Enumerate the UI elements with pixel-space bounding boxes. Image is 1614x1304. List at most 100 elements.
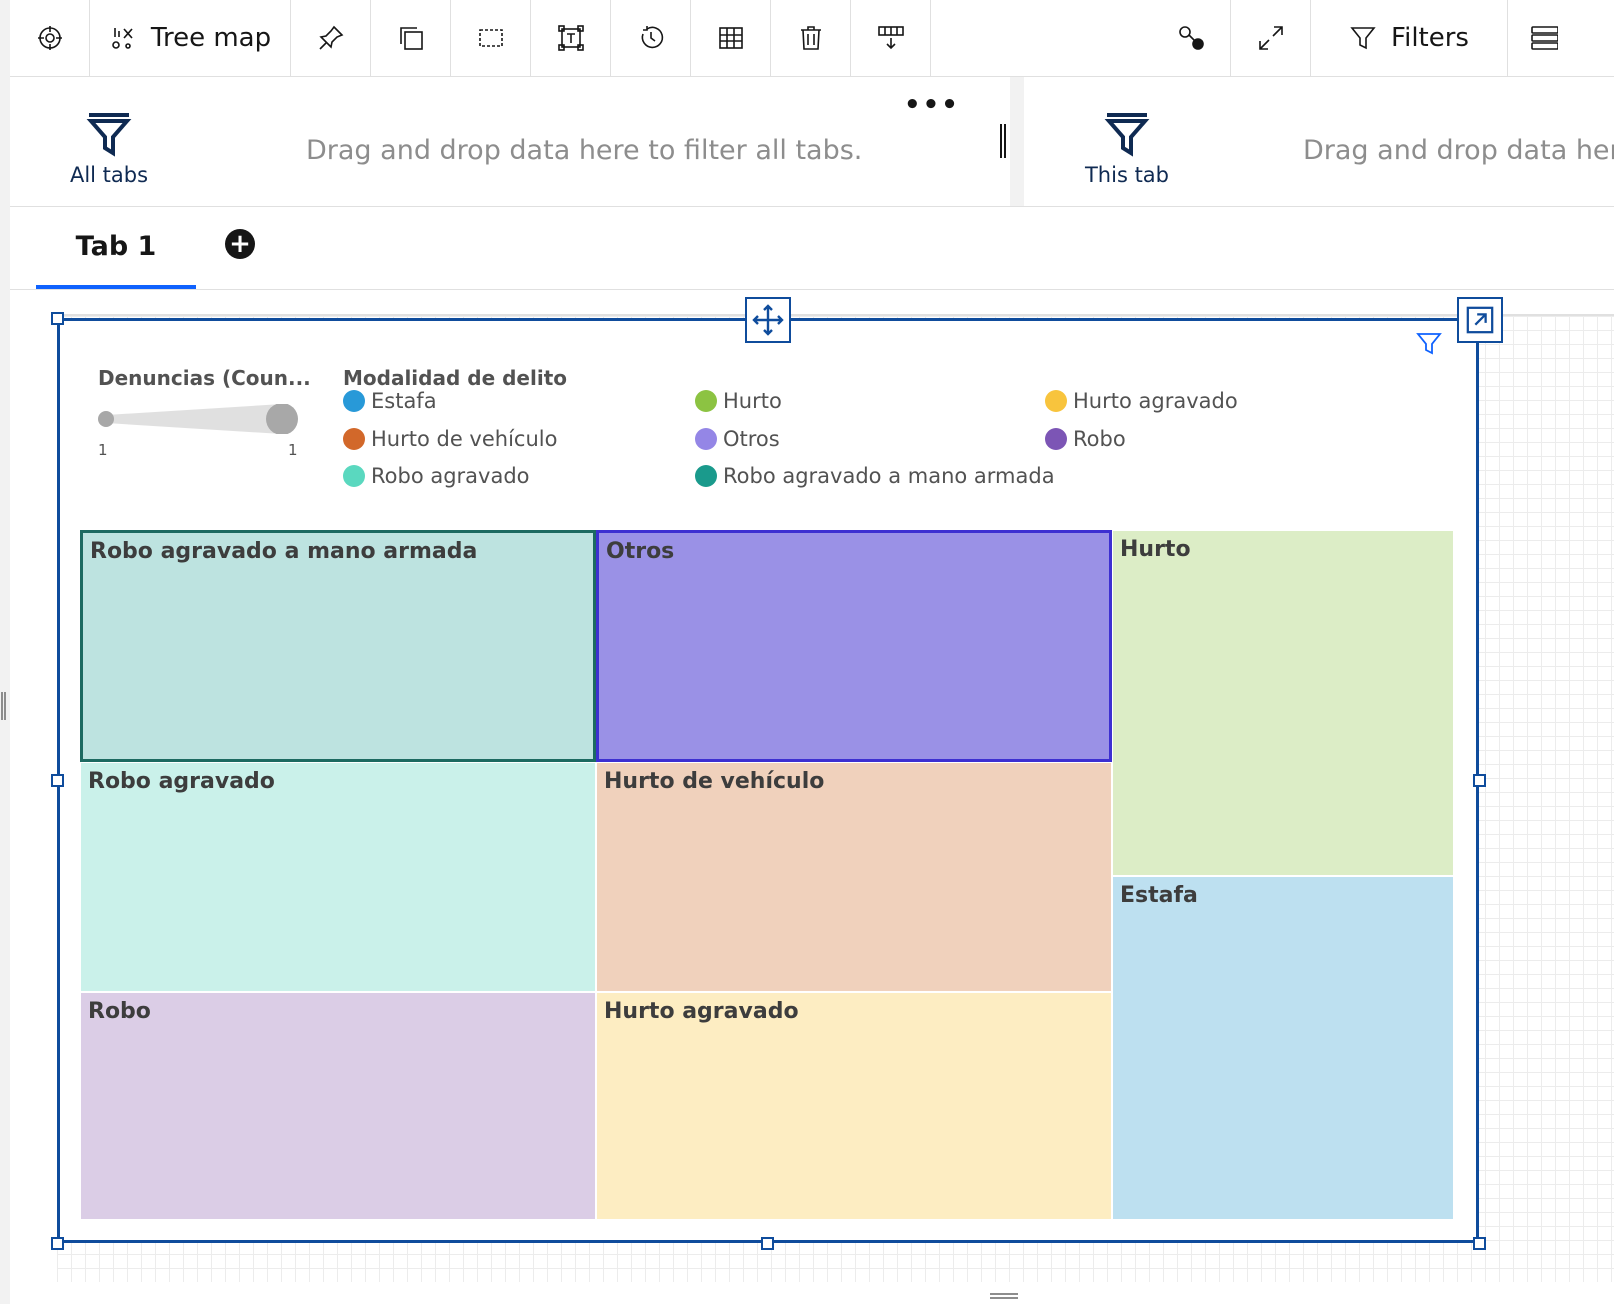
duplicate-button[interactable] <box>371 0 451 76</box>
treemap-cell-label: Estafa <box>1120 883 1198 908</box>
legend-item[interactable]: Robo agravado a mano armada <box>695 464 1055 488</box>
left-gutter <box>0 0 10 1304</box>
legend-swatch <box>343 390 365 412</box>
filter-bar: All tabs Drag and drop data here to filt… <box>10 77 1614 207</box>
this-tab-label: This tab <box>1084 163 1170 187</box>
treemap-cell-label: Otros <box>606 539 675 564</box>
move-widget-button[interactable] <box>745 297 791 343</box>
all-tabs-label: All tabs <box>69 163 149 187</box>
select-area-icon <box>478 29 503 47</box>
legend-swatch <box>695 428 717 450</box>
add-tab-icon[interactable]: + <box>225 229 255 259</box>
fullscreen-icon <box>1258 26 1283 50</box>
delete-button[interactable] <box>771 0 851 76</box>
resize-handle-left[interactable] <box>51 774 64 787</box>
relationships-icon <box>1178 26 1204 50</box>
visualization-type-label: Tree map <box>150 23 272 53</box>
treemap-cell[interactable]: Robo agravado <box>80 762 596 992</box>
fullscreen-button[interactable] <box>1231 0 1311 76</box>
legend-swatch <box>1045 390 1067 412</box>
funnel-icon <box>86 113 132 157</box>
pin-icon <box>318 25 343 50</box>
tab-bar: Tab 1 + <box>10 207 1614 290</box>
overflow-menu-icon[interactable]: ••• <box>904 90 960 120</box>
filters-label: Filters <box>1391 23 1469 53</box>
move-icon <box>752 304 784 336</box>
table-icon <box>718 27 743 49</box>
refresh-button[interactable] <box>611 0 691 76</box>
legend-swatch <box>695 465 717 487</box>
legend-item[interactable]: Otros <box>695 427 780 451</box>
funnel-icon <box>1104 113 1150 157</box>
treemap-cell[interactable]: Robo <box>80 992 596 1220</box>
legend-item[interactable]: Robo <box>1045 427 1126 451</box>
column-insert-icon <box>877 26 904 50</box>
legend-item[interactable]: Hurto <box>695 389 782 413</box>
pin-button[interactable] <box>291 0 371 76</box>
treemap-cell[interactable]: Hurto <box>1112 530 1454 876</box>
all-tabs-drop-hint: Drag and drop data here to filter all ta… <box>306 135 863 166</box>
this-tab-filter-pane[interactable]: This tab Drag and drop data here <box>1010 77 1614 206</box>
legend-swatch <box>343 428 365 450</box>
legend-label: Hurto <box>723 389 782 413</box>
treemap-cell-label: Hurto agravado <box>604 999 799 1024</box>
legend-label: Estafa <box>371 389 437 413</box>
legend-label: Otros <box>723 427 780 451</box>
resize-handle-bottom-right[interactable] <box>1473 1237 1486 1250</box>
treemap-cell[interactable]: Robo agravado a mano armada <box>80 530 596 762</box>
duplicate-icon <box>399 27 423 50</box>
legend-swatch <box>343 465 365 487</box>
canvas-resize-grip[interactable] <box>990 1293 1018 1299</box>
properties-button[interactable] <box>1508 0 1614 76</box>
legend-label: Hurto agravado <box>1073 389 1238 413</box>
legend-label: Robo <box>1073 427 1126 451</box>
tab-1[interactable]: Tab 1 <box>36 207 196 289</box>
all-tabs-filter-pane[interactable]: All tabs Drag and drop data here to filt… <box>10 77 1010 206</box>
side-panel-resize-grip[interactable] <box>1 692 6 720</box>
treemap-cell[interactable]: Estafa <box>1112 876 1454 1220</box>
focus-widget-button[interactable] <box>1457 297 1503 343</box>
legend-label: Hurto de vehículo <box>371 427 558 451</box>
all-tabs-filter[interactable]: All tabs <box>59 111 159 187</box>
text-frame-icon <box>557 25 584 51</box>
size-legend-max: 1 <box>288 441 298 459</box>
filter-pane-splitter[interactable] <box>1000 124 1006 158</box>
legend-item[interactable]: Hurto de vehículo <box>343 427 557 451</box>
legend-item[interactable]: Hurto agravado <box>1045 389 1238 413</box>
expand-icon <box>1466 306 1494 334</box>
legend-item[interactable]: Estafa <box>343 389 437 413</box>
widget-filter-icon[interactable] <box>1415 330 1443 358</box>
filters-button[interactable]: Filters <box>1311 0 1508 76</box>
legend-item[interactable]: Robo agravado <box>343 464 530 488</box>
resize-handle-top-left[interactable] <box>51 312 64 325</box>
table-button[interactable] <box>691 0 771 76</box>
relationships-button[interactable] <box>1151 0 1231 76</box>
size-legend-title: Denuncias (Coun... <box>98 366 311 390</box>
filter-icon <box>1350 27 1376 50</box>
legend-label: Robo agravado a mano armada <box>723 464 1055 488</box>
treemap-cell-label: Robo agravado a mano armada <box>90 539 478 564</box>
select-area-button[interactable] <box>451 0 531 76</box>
color-legend-title: Modalidad de delito <box>343 366 567 390</box>
resize-handle-right[interactable] <box>1473 774 1486 787</box>
size-legend-track <box>98 404 298 434</box>
navigate-button[interactable] <box>10 0 90 76</box>
resize-handle-bottom-left[interactable] <box>51 1237 64 1250</box>
size-legend-min: 1 <box>98 441 108 459</box>
treemap-cell[interactable]: Otros <box>596 530 1112 762</box>
delete-icon <box>800 26 821 50</box>
text-frame-button[interactable] <box>531 0 611 76</box>
visualization-type-button[interactable]: Tree map <box>90 0 291 76</box>
treemap-cell[interactable]: Hurto de vehículo <box>596 762 1112 992</box>
resize-handle-bottom[interactable] <box>761 1237 774 1250</box>
treemap-cell-label: Hurto <box>1120 537 1191 562</box>
column-insert-button[interactable] <box>851 0 931 76</box>
legend-swatch <box>1045 428 1067 450</box>
widget-toolbar: Tree map Filters <box>10 0 1614 77</box>
treemap-cell[interactable]: Hurto agravado <box>596 992 1112 1220</box>
refresh-icon <box>641 26 663 49</box>
properties-icon <box>1531 26 1558 50</box>
this-tab-filter[interactable]: This tab <box>1077 111 1177 187</box>
treemap-cell-label: Robo agravado <box>88 769 275 794</box>
legend-label: Robo agravado <box>371 464 530 488</box>
